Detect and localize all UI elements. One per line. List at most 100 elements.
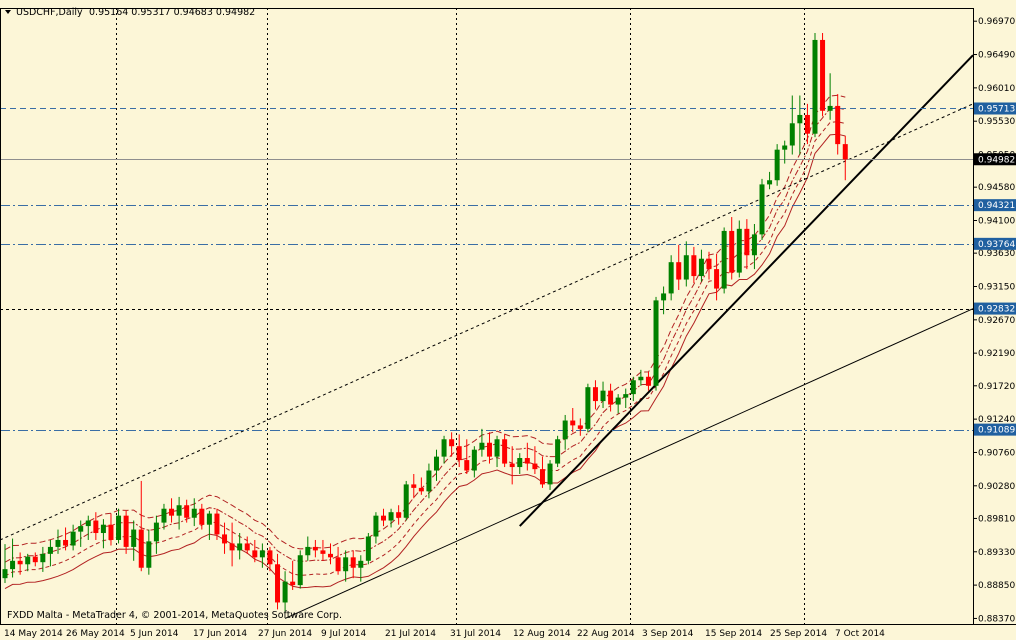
- candle-body: [782, 145, 788, 150]
- candle: [312, 539, 318, 558]
- candle-body: [312, 546, 318, 551]
- candle: [774, 144, 780, 186]
- candle: [123, 510, 129, 554]
- candle: [782, 140, 788, 164]
- candle-body: [169, 508, 175, 516]
- candle: [449, 432, 455, 457]
- candle-body: [10, 560, 16, 570]
- candle-body: [706, 258, 712, 270]
- price-tag-label: 0.95713: [978, 104, 1015, 114]
- candle-body: [343, 557, 349, 572]
- candle-body: [85, 520, 91, 527]
- candle: [365, 533, 371, 565]
- price-tag-label: 0.92832: [978, 305, 1015, 315]
- candle-body: [47, 546, 53, 554]
- candle: [55, 529, 61, 554]
- price-tick-label: 0.92190: [978, 349, 1015, 359]
- candle-body: [176, 505, 182, 516]
- price-tick-label: 0.91720: [978, 382, 1015, 392]
- candle-body: [244, 543, 250, 551]
- candle: [509, 446, 515, 485]
- candle: [282, 571, 288, 613]
- candle: [335, 546, 341, 575]
- candle-body: [509, 463, 515, 468]
- candle-body: [403, 484, 409, 518]
- candle: [820, 33, 826, 117]
- candle-body: [842, 144, 848, 160]
- candle: [471, 446, 477, 478]
- candle: [176, 496, 182, 530]
- candle: [668, 255, 674, 301]
- price-tag-label: 0.91089: [978, 426, 1015, 436]
- candle-body: [759, 184, 765, 235]
- date-tick-label: 31 Jul 2014: [450, 629, 501, 639]
- candle: [146, 529, 152, 575]
- candle: [562, 414, 568, 450]
- candle-body: [812, 39, 818, 134]
- trendline[interactable]: [284, 308, 974, 619]
- price-tag-background: [974, 199, 1016, 212]
- candle-body: [721, 230, 727, 289]
- candle-body: [456, 446, 462, 461]
- copyright-text: FXDD Malta - MetaTrader 4, © 2001-2014, …: [7, 610, 342, 621]
- candle: [517, 453, 523, 474]
- candle: [539, 456, 545, 488]
- candle-body: [479, 442, 485, 450]
- trendline[interactable]: [0, 103, 974, 541]
- candle: [532, 446, 538, 474]
- candle-body: [562, 420, 568, 440]
- candle-body: [320, 550, 326, 554]
- candle: [388, 508, 394, 528]
- candle: [267, 546, 273, 572]
- candle-body: [623, 394, 629, 398]
- moving-average-layer: [4, 94, 846, 590]
- candle-body: [615, 397, 621, 405]
- price-tick-label: 0.89330: [978, 548, 1015, 558]
- candle: [70, 524, 76, 551]
- candle-body: [222, 534, 228, 544]
- candle: [10, 538, 16, 578]
- trendline[interactable]: [519, 54, 974, 527]
- candle: [577, 418, 583, 436]
- price-tag-background: [974, 302, 1016, 315]
- candle-body: [350, 557, 356, 568]
- candle: [714, 253, 720, 301]
- candle-body: [585, 387, 591, 429]
- candle-body: [199, 508, 205, 525]
- price-tag: 0.94321: [974, 199, 1016, 212]
- candle: [645, 371, 651, 391]
- chart-header: USDCHF,Daily 0.95164 0.95317 0.94683 0.9…: [5, 7, 255, 18]
- candle: [85, 515, 91, 540]
- price-tick-label: 0.93150: [978, 282, 1015, 292]
- candle-body: [714, 269, 720, 289]
- price-tick-label: 0.96970: [978, 17, 1015, 27]
- price-tag-background: [974, 423, 1016, 436]
- ohlc-readout: 0.95164 0.95317 0.94683 0.94982: [89, 7, 255, 18]
- candle-body: [653, 300, 659, 386]
- candle: [570, 408, 576, 433]
- candle: [464, 439, 470, 474]
- candle-body: [691, 255, 697, 277]
- ma-envelope-line: [4, 133, 846, 590]
- candle-body: [827, 105, 833, 111]
- candle: [608, 383, 614, 412]
- dropdown-arrow-icon[interactable]: [5, 10, 11, 14]
- candle-body: [645, 376, 651, 386]
- candle: [600, 381, 606, 409]
- date-tick-label: 27 Jun 2014: [258, 629, 312, 639]
- candle: [751, 223, 757, 270]
- candle-body: [729, 230, 735, 273]
- candle-body: [25, 556, 31, 565]
- candle: [842, 135, 848, 181]
- date-tick-label: 12 Aug 2014: [513, 629, 571, 639]
- candle-body: [524, 458, 530, 464]
- candle: [320, 539, 326, 561]
- candle-body: [570, 420, 576, 426]
- candle: [259, 543, 265, 568]
- candle-body: [381, 515, 386, 521]
- date-tick-label: 22 Aug 2014: [577, 629, 635, 639]
- date-tick-label: 21 Jul 2014: [385, 629, 436, 639]
- price-tag-label: 0.94321: [978, 201, 1015, 211]
